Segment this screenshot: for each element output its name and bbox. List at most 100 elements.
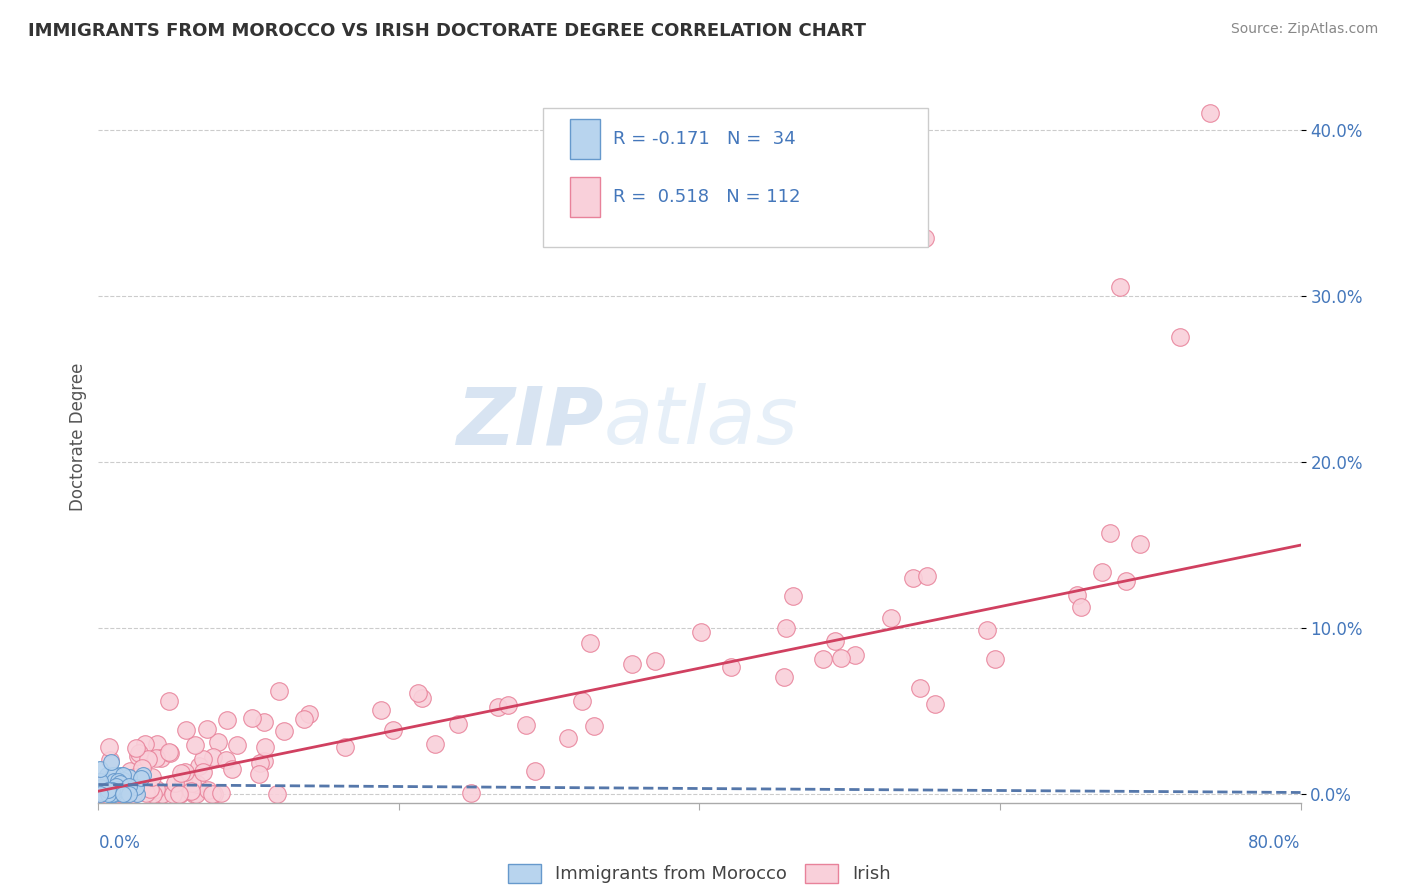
Point <box>90 780 112 794</box>
Point <box>145 737 167 751</box>
Legend: Immigrants from Morocco, Irish: Immigrants from Morocco, Irish <box>503 859 896 888</box>
Point <box>96 782 118 797</box>
Point <box>118 788 141 802</box>
Point <box>104 779 127 793</box>
Point <box>253 715 276 730</box>
Point <box>103 788 125 802</box>
Point <box>557 731 579 745</box>
Point <box>844 648 866 663</box>
Point <box>423 737 446 751</box>
Text: R = -0.171   N =  34: R = -0.171 N = 34 <box>613 129 796 148</box>
Point <box>122 788 145 802</box>
Point <box>124 770 146 784</box>
Point <box>118 770 141 784</box>
Point <box>111 788 134 802</box>
Point <box>195 723 218 737</box>
Point <box>108 776 131 790</box>
Point <box>127 749 149 764</box>
Point <box>136 752 159 766</box>
Point <box>112 767 135 781</box>
Point <box>100 755 122 769</box>
Point <box>515 718 537 732</box>
Point <box>1115 574 1137 589</box>
Point <box>157 745 180 759</box>
Point <box>775 621 797 635</box>
Point <box>411 690 433 705</box>
Point <box>91 776 114 790</box>
Point <box>170 766 193 780</box>
Point <box>830 650 852 665</box>
Point <box>107 781 129 796</box>
Point <box>382 723 405 738</box>
FancyBboxPatch shape <box>569 119 600 159</box>
Point <box>620 657 643 671</box>
Point <box>406 686 429 700</box>
Point <box>139 781 162 796</box>
Point <box>122 788 145 802</box>
Point <box>180 776 202 790</box>
Point <box>915 569 938 583</box>
Point <box>486 700 509 714</box>
Text: IMMIGRANTS FROM MOROCCO VS IRISH DOCTORATE DEGREE CORRELATION CHART: IMMIGRANTS FROM MOROCCO VS IRISH DOCTORA… <box>28 22 866 40</box>
Text: R =  0.518   N = 112: R = 0.518 N = 112 <box>613 188 800 206</box>
Point <box>103 774 125 789</box>
Point <box>89 762 111 776</box>
Point <box>150 788 173 802</box>
Point <box>908 681 931 695</box>
Point <box>97 740 120 755</box>
Point <box>183 788 205 802</box>
Point <box>496 698 519 712</box>
Point <box>184 738 207 752</box>
Text: Source: ZipAtlas.com: Source: ZipAtlas.com <box>1230 22 1378 37</box>
Point <box>97 788 120 802</box>
Point <box>782 589 804 603</box>
Point <box>191 764 214 779</box>
Point <box>150 788 173 802</box>
Point <box>579 636 602 650</box>
Point <box>120 764 142 778</box>
Point <box>128 746 150 760</box>
Point <box>142 788 165 802</box>
Point <box>215 753 238 767</box>
Point <box>1066 588 1088 602</box>
Point <box>254 739 277 754</box>
Point <box>131 761 153 775</box>
Point <box>134 738 156 752</box>
Point <box>135 786 157 800</box>
Point <box>226 739 249 753</box>
Point <box>523 764 546 779</box>
Point <box>266 788 288 802</box>
Point <box>644 654 666 668</box>
Point <box>273 723 295 738</box>
Point <box>209 786 232 800</box>
Point <box>460 786 482 800</box>
Point <box>1170 330 1192 344</box>
Point <box>249 756 271 770</box>
Point <box>201 788 224 802</box>
Point <box>191 752 214 766</box>
Point <box>217 713 239 727</box>
Point <box>1069 600 1091 615</box>
Point <box>773 670 796 684</box>
Point <box>112 788 135 802</box>
Point <box>582 719 605 733</box>
Point <box>145 750 167 764</box>
Point <box>98 753 121 767</box>
Point <box>201 749 224 764</box>
Point <box>141 770 163 784</box>
Text: ZIP: ZIP <box>456 384 603 461</box>
Point <box>197 782 219 797</box>
Point <box>89 774 111 789</box>
Point <box>107 788 129 802</box>
Point <box>129 771 152 785</box>
Point <box>186 777 208 791</box>
FancyBboxPatch shape <box>543 108 928 247</box>
Point <box>370 703 392 717</box>
Point <box>221 762 243 776</box>
Point <box>173 765 195 780</box>
Point <box>174 723 197 738</box>
Point <box>184 788 207 802</box>
Point <box>1129 537 1152 551</box>
Point <box>914 230 936 244</box>
Point <box>111 772 134 787</box>
